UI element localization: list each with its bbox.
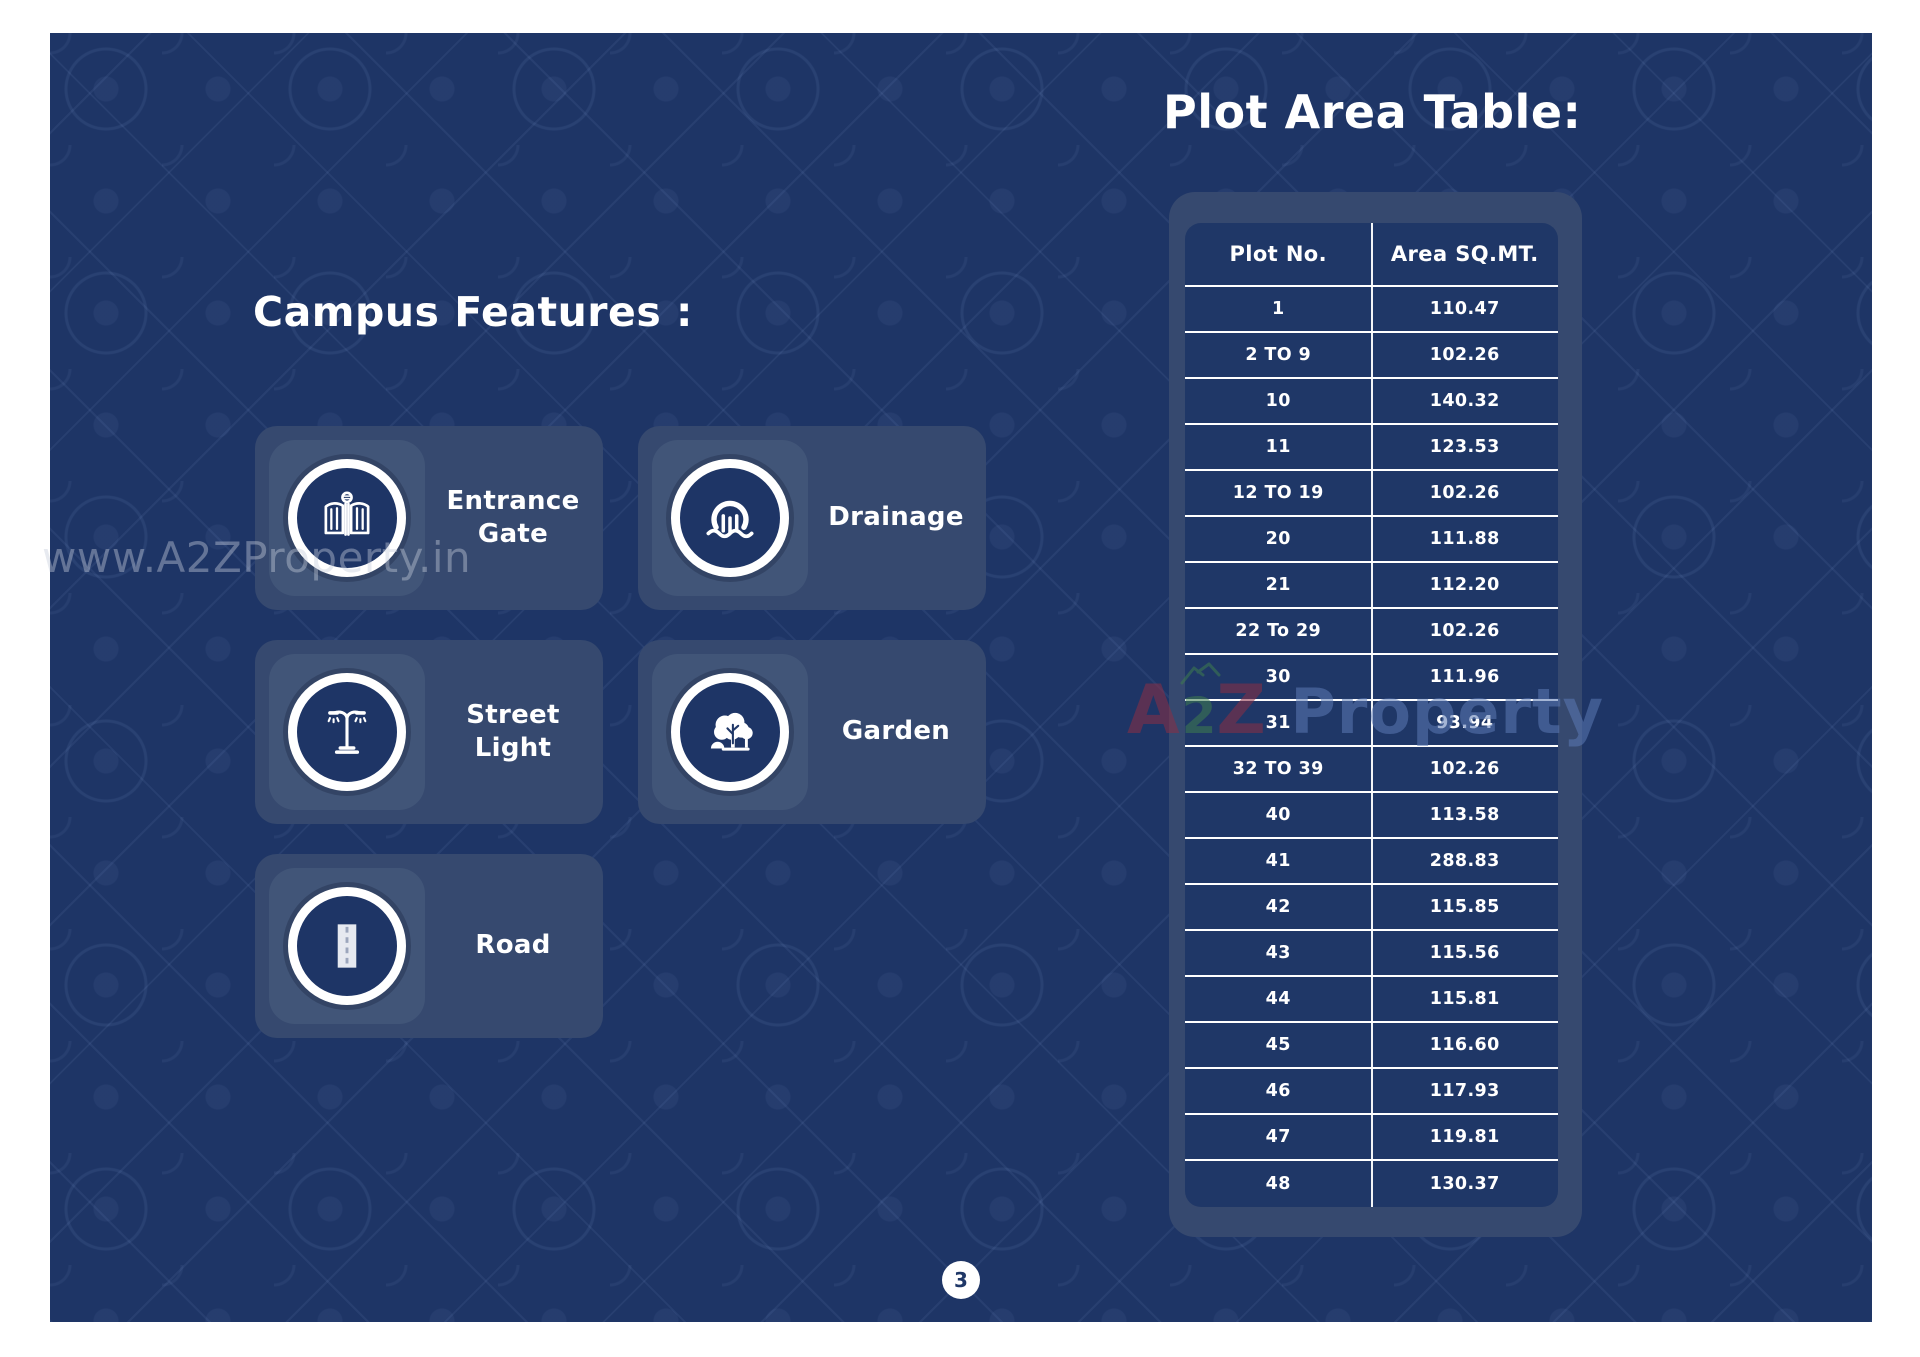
column-header-plot-no: Plot No. (1229, 242, 1328, 266)
plot-no-cell: 30 (1265, 667, 1291, 687)
feature-icon-tile (269, 654, 425, 810)
plot-no-cell: 10 (1265, 391, 1291, 411)
feature-card: Entrance Gate (255, 426, 603, 610)
plot-no-cell: 11 (1265, 437, 1291, 457)
plot-no-cell: 44 (1265, 989, 1291, 1009)
plot-no-cell: 45 (1265, 1035, 1291, 1055)
column-header-area: Area SQ.MT. (1390, 242, 1539, 266)
road-icon (314, 913, 380, 979)
feature-icon-tile (652, 654, 808, 810)
feature-card-label: Road (433, 854, 593, 1038)
feature-card-label-text: Entrance Gate (446, 485, 580, 549)
garden-icon (697, 699, 763, 765)
feature-card: Street Light (255, 640, 603, 824)
feature-icon-tile (652, 440, 808, 596)
feature-icon-circle (671, 459, 789, 577)
area-cell: 119.81 (1429, 1127, 1500, 1147)
feature-cards: Entrance Gate Drainage Street Light Gard… (255, 426, 986, 1038)
plot-no-cell: 40 (1265, 805, 1291, 825)
brochure-page: Campus Features : Entrance Gate Drainage… (42, 33, 1872, 1322)
area-cell: 102.26 (1429, 621, 1500, 641)
feature-card-label-text: Street Light (466, 699, 560, 763)
area-cell: 93.94 (1436, 713, 1494, 733)
watermark-logo: A2Z Property (1127, 662, 1605, 748)
feature-icon-circle (288, 887, 406, 1005)
area-cell: 110.47 (1429, 299, 1500, 319)
feature-card-label-text: Drainage (828, 502, 964, 533)
area-cell: 102.26 (1429, 483, 1500, 503)
feature-icon-circle (288, 673, 406, 791)
feature-card: Drainage (638, 426, 986, 610)
feature-icon-tile (269, 440, 425, 596)
plot-no-cell: 46 (1265, 1081, 1291, 1101)
feature-card-label: Garden (816, 640, 976, 824)
feature-card-label: Drainage (816, 426, 976, 610)
feature-card: Road (255, 854, 603, 1038)
plot-area-table-title: Plot Area Table: (1163, 85, 1582, 139)
area-cell: 123.53 (1429, 437, 1500, 457)
area-cell: 140.32 (1429, 391, 1500, 411)
table-column-divider (1370, 223, 1373, 1207)
plot-no-cell: 12 TO 19 (1232, 483, 1324, 503)
house-icon (1180, 662, 1221, 685)
feature-icon-tile (269, 868, 425, 1024)
area-cell: 115.81 (1429, 989, 1500, 1009)
plot-no-cell: 47 (1265, 1127, 1291, 1147)
area-cell: 115.85 (1429, 897, 1500, 917)
table-header-row: Plot No. Area SQ.MT. (1185, 223, 1558, 287)
watermark-url: www.A2ZProperty.in (42, 533, 472, 582)
area-cell: 117.93 (1429, 1081, 1500, 1101)
feature-card-label: Entrance Gate (433, 426, 593, 610)
area-cell: 102.26 (1429, 345, 1500, 365)
feature-card: Garden (638, 640, 986, 824)
plot-no-cell: 41 (1265, 851, 1291, 871)
plot-no-cell: 1 (1271, 299, 1285, 319)
street-light-icon (314, 699, 380, 765)
area-cell: 115.56 (1429, 943, 1500, 963)
area-cell: 130.37 (1429, 1174, 1500, 1194)
plot-no-cell: 20 (1265, 529, 1291, 549)
watermark-logo-z: Z (1216, 671, 1268, 750)
plot-no-cell: 21 (1265, 575, 1291, 595)
entrance-gate-icon (314, 485, 380, 551)
plot-no-cell: 2 TO 9 (1245, 345, 1312, 365)
plot-no-cell: 43 (1265, 943, 1291, 963)
plot-no-cell: 42 (1265, 897, 1291, 917)
plot-no-cell: 48 (1265, 1174, 1291, 1194)
campus-features-title: Campus Features : (253, 288, 693, 336)
watermark-logo-2: 2 (1181, 687, 1217, 745)
plot-no-cell: 32 TO 39 (1232, 759, 1324, 779)
plot-no-cell: 22 To 29 (1235, 621, 1322, 641)
feature-card-label: Street Light (433, 640, 593, 824)
table-row: 48 130.37 (1185, 1161, 1558, 1207)
area-cell: 111.96 (1429, 667, 1500, 687)
plot-area-table: Plot No. Area SQ.MT. 1 110.47 2 TO 9 102.26… (1185, 223, 1558, 1207)
page-number: 3 (954, 1268, 968, 1292)
drainage-icon (697, 485, 763, 551)
area-cell: 116.60 (1429, 1035, 1500, 1055)
feature-card-label-text: Road (475, 930, 551, 961)
area-cell: 112.20 (1429, 575, 1500, 595)
plot-no-cell: 31 (1265, 713, 1291, 733)
watermark-logo-property: Property (1290, 675, 1605, 748)
area-cell: 111.88 (1429, 529, 1500, 549)
feature-card-label-text: Garden (841, 716, 951, 747)
feature-icon-circle (671, 673, 789, 791)
feature-icon-circle (288, 459, 406, 577)
watermark-logo-a: A (1127, 671, 1182, 750)
page-number-badge: 3 (942, 1261, 980, 1299)
area-cell: 288.83 (1429, 851, 1500, 871)
plot-area-table-container: Plot No. Area SQ.MT. 1 110.47 2 TO 9 102.26… (1169, 192, 1582, 1237)
area-cell: 102.26 (1429, 759, 1500, 779)
area-cell: 113.58 (1429, 805, 1500, 825)
